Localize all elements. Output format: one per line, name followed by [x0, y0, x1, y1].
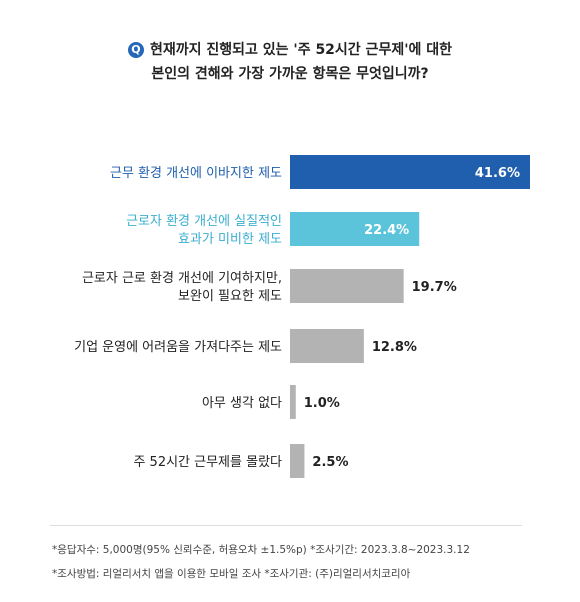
question-badge: Q	[127, 42, 144, 58]
bar-row: 기업 운영에 어려움을 가져다주는 제도 12.8%	[74, 329, 417, 363]
bar	[290, 444, 305, 478]
category-label: 아무 생각 없다	[202, 396, 282, 411]
category-label: 근로자 환경 개선에 실질적인 효과가 미비한 제도	[126, 214, 282, 247]
bar	[290, 269, 404, 303]
footnote-method: *조사방법: 리얼리서치 앱을 이용한 모바일 조사 *조사기관: (주)리얼리…	[52, 568, 411, 580]
bar	[290, 385, 296, 419]
value-label: 41.6%	[475, 166, 520, 181]
value-label: 22.4%	[364, 223, 409, 238]
value-label: 1.0%	[304, 396, 340, 411]
bar	[290, 212, 420, 246]
survey-question: Q 현재까지 진행되고 있는 '주 52시간 근무제'에 대한 본인의 견해와 가…	[0, 38, 580, 86]
bar-row: 근로자 근로 환경 개선에 기여하지만, 보완이 필요한 제도 19.7%	[82, 269, 457, 304]
category-label: 근무 환경 개선에 이바지한 제도	[110, 166, 282, 181]
question-text-2: 본인의 견해와 가장 가까운 항목은 무엇입니까?	[151, 66, 429, 82]
value-label: 12.8%	[372, 340, 417, 355]
footnote-divider	[50, 525, 522, 526]
bar	[290, 329, 364, 363]
category-label: 기업 운영에 어려움을 가져다주는 제도	[74, 340, 282, 355]
category-label: 근로자 근로 환경 개선에 기여하지만, 보완이 필요한 제도	[82, 271, 282, 304]
bar-row: 근무 환경 개선에 이바지한 제도 41.6%	[110, 155, 530, 189]
bar-row: 아무 생각 없다 1.0%	[202, 385, 340, 419]
question-line-1: Q 현재까지 진행되고 있는 '주 52시간 근무제'에 대한	[0, 38, 580, 62]
category-label: 주 52시간 근무제를 몰랐다	[133, 455, 282, 470]
value-label: 2.5%	[312, 455, 348, 470]
bar	[290, 155, 530, 189]
bar-chart: 근무 환경 개선에 이바지한 제도 41.6% 근로자 환경 개선에 실질적인 효과가…	[74, 155, 530, 478]
footnote-respondents: *응답자수: 5,000명(95% 신뢰수준, 허용오차 ±1.5%p) *조사…	[52, 544, 470, 556]
value-label: 19.7%	[412, 280, 457, 295]
bar-row: 주 52시간 근무제를 몰랐다 2.5%	[133, 444, 348, 478]
bar-row: 근로자 환경 개선에 실질적인 효과가 미비한 제도 22.4%	[126, 212, 420, 247]
question-text-1: 현재까지 진행되고 있는 '주 52시간 근무제'에 대한	[149, 42, 453, 58]
